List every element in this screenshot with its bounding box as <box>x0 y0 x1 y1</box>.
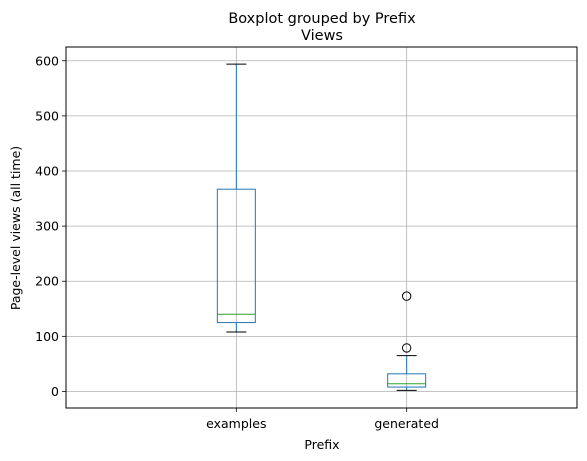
outlier-point <box>401 291 412 301</box>
chart-suptitle: Boxplot grouped by Prefix <box>228 11 416 27</box>
y-tick-label: 400 <box>35 164 59 179</box>
y-tick-label: 0 <box>51 384 59 399</box>
iqr-box <box>387 373 427 388</box>
boxes-group <box>216 63 427 391</box>
y-tick-label: 600 <box>35 53 59 68</box>
y-tick-label: 100 <box>35 329 59 344</box>
x-tick-label: examples <box>206 416 266 431</box>
outlier-point <box>401 343 412 353</box>
ticks-group: 0 100 200 300 400 500 600 examples generated <box>35 53 439 431</box>
y-tick-label: 500 <box>35 108 59 123</box>
y-tick-label: 200 <box>35 274 59 289</box>
x-axis-label: Prefix <box>304 437 339 452</box>
box-examples <box>216 63 256 333</box>
iqr-box <box>216 188 256 324</box>
grid-lines <box>66 47 577 408</box>
y-axis-label: Page-level views (all time) <box>8 146 23 310</box>
chart-title: Views <box>301 28 343 44</box>
y-tick-label: 300 <box>35 219 59 234</box>
plot-frame <box>65 46 578 409</box>
box-generated <box>387 291 427 391</box>
x-tick-label: generated <box>374 416 439 431</box>
